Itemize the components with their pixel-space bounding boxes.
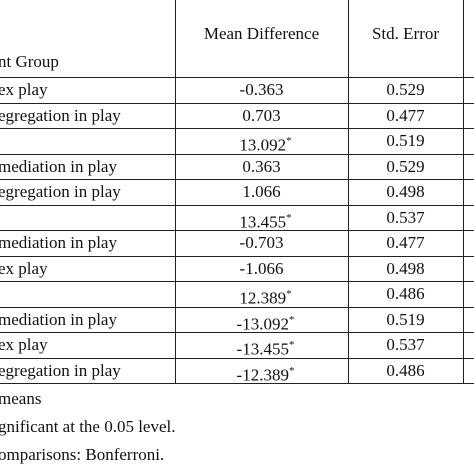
std-error-cell: 0.519 bbox=[386, 131, 425, 150]
value: -13.092 bbox=[236, 314, 289, 334]
significance-mark: * bbox=[288, 339, 295, 351]
column-rule bbox=[175, 0, 176, 383]
rule bbox=[0, 128, 474, 129]
mean-difference-cell: -1.066 bbox=[240, 259, 284, 279]
group-cell: ex play bbox=[0, 258, 48, 278]
value: 0.363 bbox=[242, 156, 281, 176]
std-error-cell: 0.498 bbox=[386, 258, 425, 278]
mean-difference-cell: 0.703 bbox=[242, 106, 280, 126]
rule bbox=[0, 332, 474, 333]
footnote: means bbox=[0, 389, 42, 408]
rule bbox=[0, 102, 474, 104]
mean-difference-cell: -0.703 bbox=[240, 233, 284, 253]
rule bbox=[0, 153, 474, 155]
column-rule bbox=[463, 0, 464, 383]
mean-difference-cell: 13.092* bbox=[239, 131, 291, 156]
group-cell: mediation in play bbox=[0, 156, 117, 176]
std-error-cell: 0.529 bbox=[386, 80, 425, 99]
value: -1.066 bbox=[239, 258, 284, 278]
rule bbox=[0, 357, 474, 359]
rule bbox=[0, 230, 474, 231]
significance-mark: * bbox=[288, 313, 295, 326]
group-cell: egregation in play bbox=[0, 105, 121, 125]
value: 0.703 bbox=[242, 105, 281, 125]
significance-mark: * bbox=[288, 364, 295, 377]
rule bbox=[0, 306, 474, 308]
value: 13.455 bbox=[239, 212, 287, 232]
column-rule bbox=[348, 0, 349, 383]
group-cell: mediation in play bbox=[0, 309, 117, 329]
std-error-cell: 0.537 bbox=[386, 207, 425, 227]
footnote: omparisons: Bonferroni. bbox=[0, 445, 165, 464]
mean-difference-cell: -13.092* bbox=[237, 310, 295, 335]
rule bbox=[0, 179, 474, 180]
value: -0.363 bbox=[239, 80, 284, 99]
mean-difference-cell: -0.363 bbox=[240, 80, 284, 100]
rule bbox=[0, 77, 474, 78]
value: 12.389 bbox=[239, 288, 287, 308]
header-cell: Mean Difference bbox=[203, 24, 320, 43]
significance-mark: * bbox=[286, 211, 292, 224]
mean-difference-cell: 13.455* bbox=[239, 208, 291, 233]
std-error-cell: 0.477 bbox=[386, 105, 425, 125]
rule bbox=[0, 281, 474, 282]
rule bbox=[0, 204, 474, 206]
mean-difference-cell: -13.455* bbox=[237, 335, 295, 360]
value: -13.455 bbox=[236, 339, 289, 359]
rule bbox=[0, 255, 474, 257]
std-error-cell: 0.529 bbox=[386, 156, 425, 176]
group-cell: ex play bbox=[0, 80, 48, 99]
group-cell: mediation in play bbox=[0, 233, 117, 252]
group-cell: ex play bbox=[0, 335, 48, 354]
footnote: gnificant at the 0.05 level. bbox=[0, 417, 176, 436]
mean-difference-cell: 0.363 bbox=[242, 157, 280, 177]
std-error-cell: 0.537 bbox=[386, 335, 425, 354]
header-cell: nt Group bbox=[0, 52, 59, 71]
value: 13.092 bbox=[239, 135, 287, 155]
std-error-cell: 0.477 bbox=[386, 233, 425, 252]
mean-difference-cell: 1.066 bbox=[242, 182, 280, 202]
value: -0.703 bbox=[239, 233, 284, 252]
mean-difference-cell: 12.389* bbox=[239, 284, 291, 309]
group-cell: egregation in play bbox=[0, 182, 121, 201]
group-cell: egregation in play bbox=[0, 360, 121, 380]
std-error-cell: 0.498 bbox=[386, 182, 425, 201]
value: 1.066 bbox=[242, 182, 281, 201]
mean-difference-cell: -12.389* bbox=[237, 361, 295, 386]
significance-mark: * bbox=[286, 288, 292, 300]
std-error-cell: 0.519 bbox=[386, 309, 425, 329]
rule bbox=[0, 383, 474, 384]
std-error-cell: 0.486 bbox=[386, 360, 425, 380]
value: -12.389 bbox=[236, 365, 289, 385]
std-error-cell: 0.486 bbox=[386, 284, 425, 303]
header-cell: Std. Error bbox=[371, 24, 440, 43]
significance-mark: * bbox=[286, 135, 292, 147]
